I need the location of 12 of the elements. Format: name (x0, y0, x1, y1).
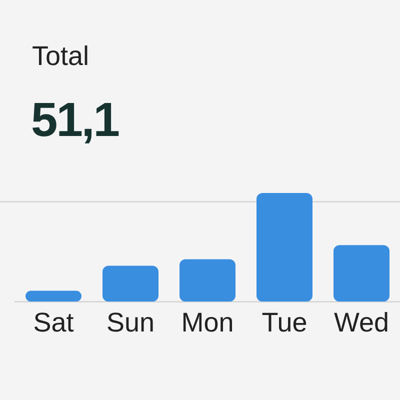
chart-title: Total (32, 40, 90, 72)
bar (180, 259, 236, 302)
x-tick-label: Wed (334, 307, 390, 338)
bar (26, 290, 82, 302)
bar (334, 245, 390, 302)
x-tick-label: Sat (33, 307, 74, 338)
x-tick-label: Mon (181, 307, 234, 338)
x-tick-label: Sun (106, 307, 155, 338)
chart-subtitle: 51,1 (31, 93, 118, 149)
bar (102, 266, 158, 302)
x-tick-label: Tue (262, 307, 308, 338)
bar (256, 193, 312, 302)
